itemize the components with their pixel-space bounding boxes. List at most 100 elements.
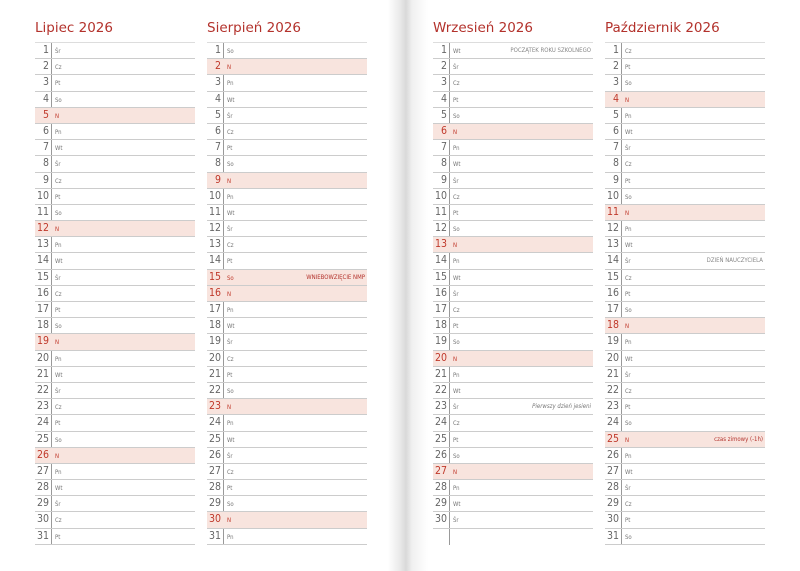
weekday: Pt (55, 193, 61, 201)
day-number: 24 (606, 416, 619, 429)
day-row: 13 Pn (35, 237, 195, 254)
day-number: 1 (612, 44, 619, 56)
weekday: Pn (625, 339, 632, 347)
day-number: 19 (434, 335, 447, 348)
day-row: 17 Pn (207, 302, 367, 319)
day-row: 12 So (433, 221, 593, 238)
day-row: 28 Pn (433, 480, 593, 497)
weekday: Pn (55, 242, 62, 250)
weekday: So (227, 274, 234, 282)
day-row: 9 Śr (433, 173, 593, 189)
day-row: 3 Pn (207, 75, 367, 92)
day-row: 11 Wt (207, 205, 367, 222)
day-row: 8 Śr (35, 156, 195, 173)
day-number: 17 (208, 303, 221, 315)
day-number: 12 (36, 222, 49, 235)
weekday: Cz (227, 355, 234, 363)
weekday: N (625, 209, 630, 217)
weekday: Śr (227, 452, 233, 460)
day-number: 15 (36, 270, 49, 283)
day-row: 13 N (433, 237, 593, 254)
day-number: 24 (208, 416, 221, 429)
day-number: 3 (42, 76, 49, 89)
day-row: 12 N (35, 221, 195, 238)
weekday: Cz (227, 242, 234, 250)
weekday: Śr (55, 48, 61, 55)
weekday: Cz (625, 274, 632, 282)
weekday: Pt (625, 517, 631, 525)
day-row: 10 Cz (433, 189, 593, 205)
day-number: 25 (606, 432, 619, 445)
weekday: Pt (453, 96, 459, 104)
day-row: 1 So (207, 43, 367, 60)
day-row: 23 Śr Pierwszy dzień jesieni (433, 399, 593, 416)
weekday: So (55, 96, 62, 104)
weekday: Wt (453, 161, 461, 169)
day-number: 17 (36, 303, 49, 315)
day-row: 15 So WNIEBOWZIĘCIE NMP (207, 269, 367, 286)
day-row: 27 Pn (35, 464, 195, 481)
day-number: 6 (612, 124, 619, 137)
day-number: 9 (612, 173, 619, 186)
day-number: 14 (606, 254, 619, 267)
day-number: 2 (42, 60, 49, 73)
day-row: 11 N (605, 204, 765, 222)
weekday: So (625, 80, 632, 88)
day-row: 21 Śr (605, 367, 765, 383)
day-note: DZIEŃ NAUCZYCIELA (706, 257, 763, 265)
day-number: 1 (440, 44, 447, 56)
day-row: 26 Pn (605, 448, 765, 464)
weekday: Pn (55, 468, 62, 476)
month-title: Sierpień 2026 (207, 20, 302, 36)
day-number: 26 (36, 448, 49, 461)
weekday: N (625, 96, 630, 104)
weekday: Cz (625, 48, 632, 55)
day-number: 23 (36, 400, 49, 413)
day-row: 10 So (605, 189, 765, 205)
day-row: 14 Pn (433, 253, 593, 270)
day-number: 4 (214, 92, 221, 105)
weekday: Wt (453, 387, 461, 395)
day-number: 17 (606, 303, 619, 315)
day-number: 11 (606, 205, 619, 218)
weekday: Śr (625, 145, 631, 153)
day-row: 29 Cz (605, 496, 765, 513)
day-row: 16 Cz (35, 286, 195, 302)
day-row: 26 N (35, 447, 195, 464)
weekday: So (453, 112, 460, 120)
day-number: 13 (434, 238, 447, 251)
day-row: 24 Pn (207, 415, 367, 432)
day-row: 8 Wt (433, 156, 593, 173)
day-number: 7 (42, 141, 49, 154)
weekday: N (55, 452, 60, 460)
day-row: 17 So (605, 302, 765, 319)
day-number: 28 (208, 481, 221, 494)
day-number: 28 (606, 481, 619, 494)
day-row: 23 N (207, 399, 367, 416)
day-row: 11 So (35, 205, 195, 222)
day-number: 9 (440, 173, 447, 186)
day-row: 10 Pt (35, 189, 195, 205)
weekday: N (227, 290, 232, 298)
weekday: Wt (453, 501, 461, 509)
weekday: Pt (227, 145, 233, 153)
day-number: 16 (606, 286, 619, 299)
weekday: So (453, 339, 460, 347)
day-number: 1 (214, 44, 221, 56)
day-row: 10 Pn (207, 189, 367, 205)
day-number: 15 (606, 270, 619, 283)
day-number: 5 (440, 108, 447, 121)
day-number: 8 (440, 157, 447, 170)
day-row: 21 Pn (433, 367, 593, 383)
day-row: 17 Cz (433, 302, 593, 319)
weekday: Wt (227, 323, 235, 331)
weekday: Pt (625, 404, 631, 412)
weekday: Pn (227, 420, 234, 428)
day-number: 18 (434, 319, 447, 332)
day-row: 5 So (433, 108, 593, 124)
day-row: 5 Śr (207, 108, 367, 124)
divider (621, 42, 622, 545)
weekday: Pn (227, 533, 234, 541)
